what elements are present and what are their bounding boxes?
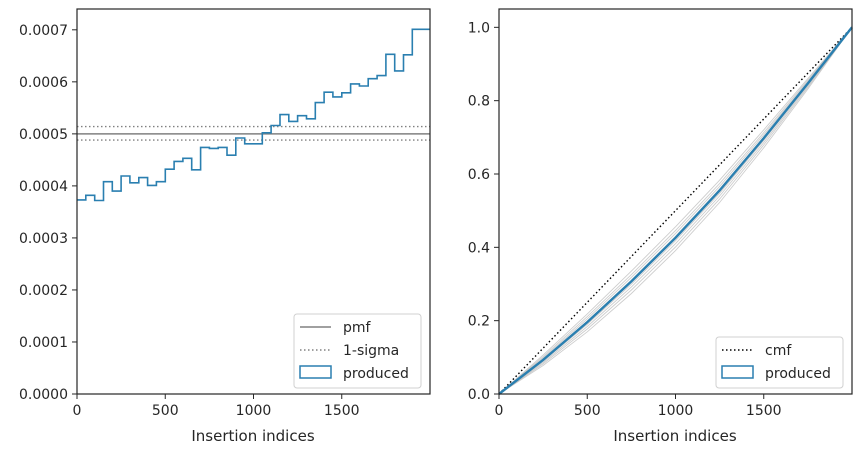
- right-x-ticks: 0 500 1000 1500: [495, 394, 782, 419]
- y-tick-label: 0.0004: [19, 179, 68, 195]
- y-tick-label: 0.0: [468, 387, 490, 403]
- background-curve: [498, 27, 853, 395]
- right-legend: cmf produced: [715, 336, 844, 389]
- produced-cumulative-line: [498, 26, 853, 395]
- y-tick-label: 0.2: [468, 314, 490, 330]
- right-chart-panel: 0 500 1000 1500 0.0 0.2 0.4 0.6 0.8 1.0 Insertio…: [468, 8, 853, 445]
- right-y-ticks: 0.0 0.2 0.4 0.6 0.8 1.0: [468, 20, 499, 403]
- right-x-axis-label: Insertion indices: [613, 427, 736, 445]
- x-tick-label: 1500: [746, 403, 782, 419]
- left-reference-lines: [77, 125, 430, 141]
- legend-produced-swatch-right: [721, 365, 754, 379]
- cmf-line: [498, 26, 853, 395]
- y-tick-label: 0.0002: [19, 283, 68, 299]
- y-tick-label: 0.0003: [19, 231, 68, 247]
- legend-pmf-label: pmf: [343, 320, 372, 336]
- y-tick-label: 0.8: [468, 94, 490, 110]
- legend-produced-label: produced: [343, 366, 409, 382]
- legend-produced-label-right: produced: [765, 366, 831, 382]
- left-chart-panel: 0 500 1000 1500 0.00000.00010.00020.00030.0…: [19, 8, 431, 445]
- background-curve: [498, 27, 853, 395]
- legend-produced-swatch: [299, 365, 332, 379]
- produced-histogram-step: [77, 28, 430, 202]
- x-tick-label: 500: [152, 403, 179, 419]
- background-curve: [498, 27, 853, 395]
- x-tick-label: 0: [495, 403, 504, 419]
- left-y-ticks: 0.0000 0.0001 0.0002 0.0003 0.0004 0.0005 0.00…: [19, 23, 77, 403]
- x-tick-label: 500: [574, 403, 601, 419]
- left-x-axis-label: Insertion indices: [191, 427, 314, 445]
- right-axes-frame: [498, 8, 853, 395]
- y-tick-label: 0.6: [468, 167, 490, 183]
- x-tick-label: 0: [73, 403, 82, 419]
- background-curve: [498, 27, 853, 395]
- x-tick-label: 1000: [658, 403, 694, 419]
- y-tick-label: 0.0005: [19, 127, 68, 143]
- right-legend-box: [715, 336, 844, 389]
- x-tick-label: 1500: [324, 403, 360, 419]
- left-legend-box: [293, 313, 422, 389]
- legend-1-sigma-label: 1-sigma: [343, 343, 399, 359]
- x-tick-label: 1000: [236, 403, 272, 419]
- y-tick-label: 1.0: [468, 20, 490, 36]
- y-tick-label: 0.0006: [19, 75, 68, 91]
- y-tick-label: 0.0007: [19, 23, 68, 39]
- background-curve: [498, 27, 853, 395]
- legend-cmf-label: cmf: [765, 343, 792, 359]
- left-legend: pmf 1-sigma produced: [293, 313, 422, 389]
- background-curve: [498, 27, 853, 395]
- y-tick-label: 0.0001: [19, 335, 68, 351]
- left-x-ticks: 0 500 1000 1500: [73, 394, 360, 419]
- y-tick-label: 0.0000: [19, 387, 68, 403]
- y-tick-label: 0.4: [468, 240, 490, 256]
